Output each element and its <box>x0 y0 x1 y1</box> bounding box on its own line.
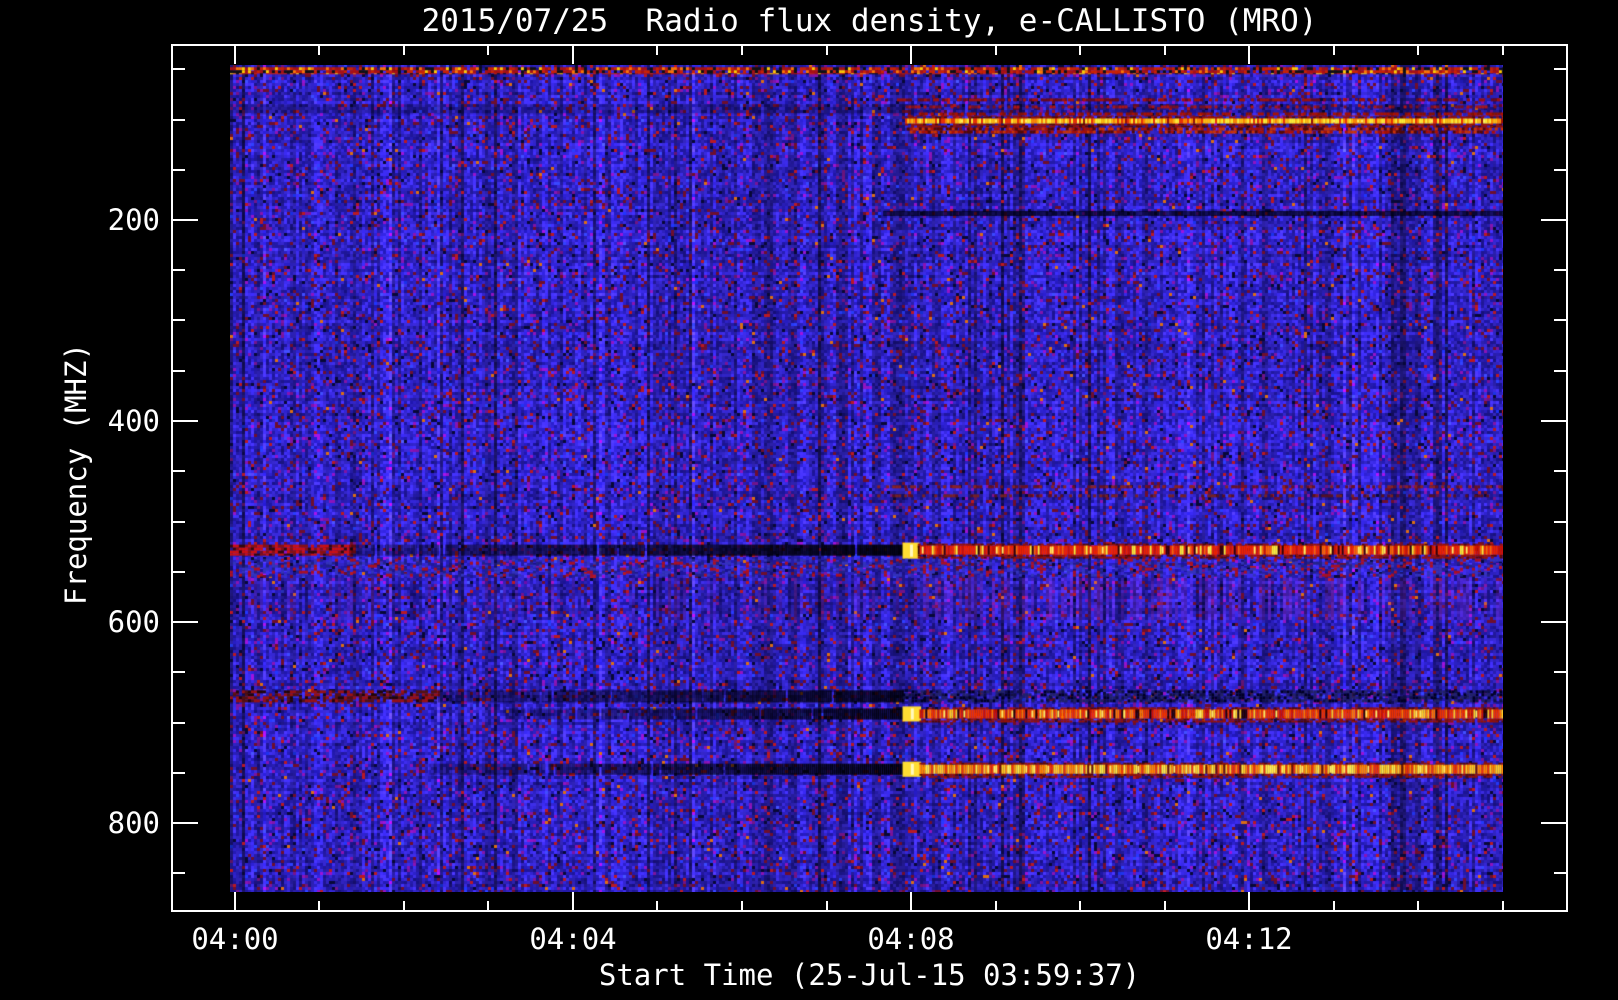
axis-tick <box>173 420 198 422</box>
x-tick-label: 04:12 <box>1205 922 1293 956</box>
x-tick-label: 04:08 <box>867 922 955 956</box>
axis-tick <box>234 892 236 910</box>
axis-tick <box>1554 269 1566 271</box>
axis-tick <box>173 571 185 573</box>
axis-tick <box>1417 901 1419 910</box>
axis-tick <box>1554 722 1566 724</box>
axis-tick <box>1502 46 1504 55</box>
x-tick-label: 04:04 <box>529 922 617 956</box>
axis-tick <box>1554 571 1566 573</box>
axis-tick <box>995 901 997 910</box>
y-tick-label: 800 <box>107 806 160 840</box>
axis-tick <box>572 892 574 910</box>
axis-tick <box>173 319 185 321</box>
axis-tick <box>173 119 185 121</box>
y-axis-title: Frequency (MHZ) <box>59 343 93 605</box>
axis-tick <box>173 621 198 623</box>
axis-tick <box>173 68 185 70</box>
axis-tick <box>1554 470 1566 472</box>
axis-tick <box>173 470 185 472</box>
axis-tick <box>1554 772 1566 774</box>
axis-tick <box>1554 119 1566 121</box>
axis-tick <box>1554 370 1566 372</box>
axis-tick <box>173 169 185 171</box>
axis-tick <box>656 901 658 910</box>
axis-tick <box>1541 420 1566 422</box>
axis-tick <box>234 46 236 64</box>
axis-tick <box>826 901 828 910</box>
axis-tick <box>1554 68 1566 70</box>
axis-tick <box>173 772 185 774</box>
axis-tick <box>1554 319 1566 321</box>
axis-tick <box>1333 46 1335 55</box>
axis-tick <box>1554 671 1566 673</box>
axis-tick <box>318 901 320 910</box>
axis-tick <box>1541 822 1566 824</box>
axis-tick <box>1164 901 1166 910</box>
chart-title: 2015/07/25 Radio flux density, e-CALLIST… <box>421 3 1318 39</box>
axis-tick <box>173 370 185 372</box>
axis-tick <box>1333 901 1335 910</box>
axis-tick <box>487 46 489 55</box>
axis-tick <box>1417 46 1419 55</box>
axis-tick <box>173 722 185 724</box>
axis-tick <box>910 46 912 64</box>
axis-tick <box>173 671 185 673</box>
axis-tick <box>741 901 743 910</box>
axis-tick <box>487 901 489 910</box>
axis-tick <box>1554 872 1566 874</box>
x-axis-title: Start Time (25-Jul-15 03:59:37) <box>598 958 1141 992</box>
axis-tick <box>173 521 185 523</box>
axis-tick <box>1541 219 1566 221</box>
axis-tick <box>1079 901 1081 910</box>
axis-tick <box>173 219 198 221</box>
y-tick-label: 600 <box>107 605 160 639</box>
y-tick-label: 400 <box>107 404 160 438</box>
axis-tick <box>318 46 320 55</box>
axis-tick <box>1502 901 1504 910</box>
axis-tick <box>1164 46 1166 55</box>
x-tick-label: 04:00 <box>191 922 279 956</box>
axis-tick <box>910 892 912 910</box>
axis-tick <box>826 46 828 55</box>
axis-tick <box>656 46 658 55</box>
axis-tick <box>995 46 997 55</box>
axis-tick <box>173 872 185 874</box>
axis-tick <box>1079 46 1081 55</box>
axis-tick <box>1554 521 1566 523</box>
axis-tick <box>1248 46 1250 64</box>
axis-tick <box>403 901 405 910</box>
axis-tick <box>173 822 198 824</box>
axis-tick <box>1248 892 1250 910</box>
spectrogram-canvas <box>230 65 1503 892</box>
axis-tick <box>403 46 405 55</box>
axis-tick <box>1541 621 1566 623</box>
axis-tick <box>173 269 185 271</box>
axis-tick <box>741 46 743 55</box>
axis-tick <box>1554 169 1566 171</box>
y-tick-label: 200 <box>107 203 160 237</box>
axis-tick <box>572 46 574 64</box>
